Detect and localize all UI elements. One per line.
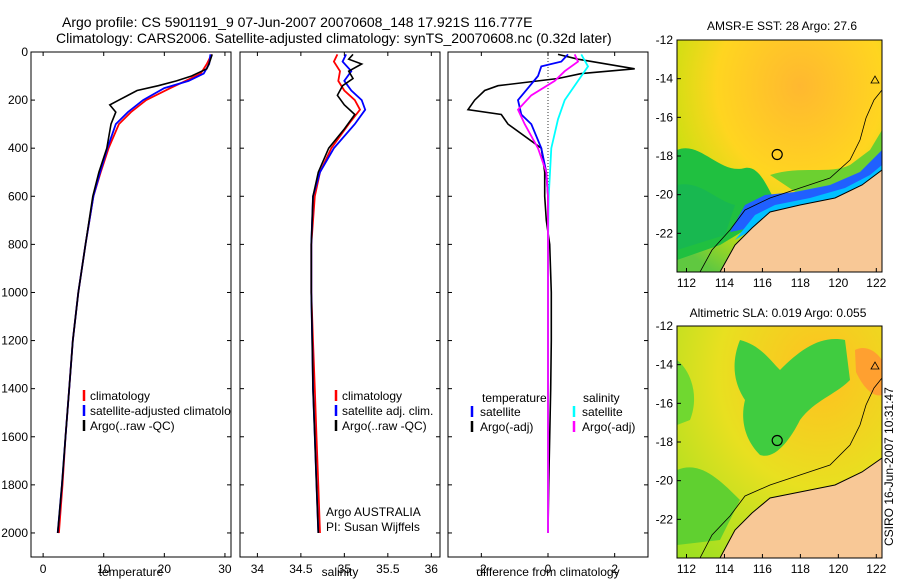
map-x-tick-label: 122	[866, 276, 886, 290]
credit-stamp: CSIRO 16-Jun-2007 10:31:47	[882, 387, 896, 546]
series-line-black	[310, 53, 364, 534]
map-y-tick-label: -16	[656, 396, 674, 410]
map-x-tick-label: 114	[715, 276, 734, 290]
series-line-black	[466, 53, 635, 534]
legend-label: climatology	[342, 389, 402, 403]
map-x-tick-label: 120	[828, 276, 848, 290]
legend-label: satellite	[582, 405, 623, 419]
title-line2: Climatology: CARS2006. Satellite-adjuste…	[56, 30, 612, 46]
sst-map-field	[677, 40, 882, 272]
map-y-tick-label: -22	[656, 512, 674, 526]
map-x-tick-label: 112	[677, 562, 696, 576]
sla-map-field	[677, 326, 882, 558]
sla-map-title: Altimetric SLA: 0.019 Argo: 0.055	[690, 306, 867, 320]
legend-label: Argo(..raw -QC)	[342, 419, 427, 433]
series-line-black	[56, 54, 213, 534]
y-tick-label: 0	[21, 45, 28, 59]
sst-map-title: AMSR-E SST: 28 Argo: 27.6	[707, 19, 857, 33]
sst-land	[720, 170, 882, 272]
map-y-tick-label: -14	[656, 358, 674, 372]
y-tick-label: 600	[8, 189, 28, 203]
map-y-tick-label: -14	[656, 72, 674, 86]
map-y-tick-label: -20	[656, 474, 674, 488]
map-x-tick-label: 118	[791, 276, 810, 290]
series-line-red	[310, 54, 362, 534]
legend-title-salinity: salinity	[583, 391, 620, 405]
y-tick-label: 800	[8, 237, 28, 251]
x-tick-label: 2	[611, 562, 618, 576]
x-tick-label: 35	[338, 562, 352, 576]
map-y-tick-label: -12	[656, 319, 674, 333]
sla-island-icon	[870, 361, 880, 370]
sla-map-ticks: 112 114 116 118 120 122 -12 -14 -16 -18 -20 -22	[656, 319, 887, 576]
sst-map-ticks: 112 114 116 118 120 122 -12 -14 -16 -18 -20 -22	[656, 33, 887, 290]
y-tick-label: 400	[8, 141, 28, 155]
x-tick-label: 36	[425, 562, 439, 576]
map-x-tick-label: 120	[828, 562, 848, 576]
sst-island-icon	[870, 75, 880, 84]
x-tick-label: 30	[218, 562, 232, 576]
map-y-tick-label: -18	[656, 149, 674, 163]
title-line1: Argo profile: CS 5901191_9 07-Jun-2007 2…	[62, 14, 532, 30]
y-tick-label: 1800	[1, 478, 28, 492]
legend-label: Argo(..raw -QC)	[90, 419, 175, 433]
sla-map: Altimetric SLA: 0.019 Argo: 0.055 112 114…	[656, 306, 887, 576]
sla-argo-marker	[771, 434, 783, 447]
map-y-tick-label: -18	[656, 435, 674, 449]
legend-label: satellite adj. clim.	[342, 404, 433, 418]
map-y-tick-label: -12	[656, 33, 674, 47]
map-y-tick-label: -22	[656, 226, 674, 240]
legend-label: Argo(-adj)	[480, 420, 533, 434]
y-tick-label: 1000	[1, 285, 28, 299]
annotation-text: PI: Susan Wijffels	[326, 520, 420, 534]
x-tick-label: -2	[476, 562, 487, 576]
legend-label: satellite	[480, 405, 521, 419]
map-x-tick-label: 118	[791, 562, 810, 576]
y-tick-label: 200	[8, 93, 28, 107]
legend-label: satellite-adjusted climatolo	[90, 404, 231, 418]
temperature-panel: 0 10 20 30 temperature 0 200 400 600 800 1000 1200 1…	[1, 45, 232, 579]
map-y-tick-label: -20	[656, 188, 674, 202]
y-tick-label: 1200	[1, 334, 28, 348]
map-x-tick-label: 116	[753, 276, 772, 290]
x-tick-label: 35.5	[376, 562, 400, 576]
sst-map: AMSR-E SST: 28 Argo: 27.6 112 114 116 118 12…	[656, 19, 887, 290]
legend-title-temperature: temperature	[482, 391, 547, 405]
y-tick-label: 2000	[1, 526, 28, 540]
x-tick-label: 34	[251, 562, 265, 576]
y-tick-label: 1400	[1, 382, 28, 396]
panel-frame	[239, 51, 441, 558]
panel-frame	[30, 51, 232, 558]
annotation-text: Argo AUSTRALIA	[326, 505, 421, 519]
x-tick-label: 10	[97, 562, 111, 576]
series-line-magenta	[516, 54, 580, 533]
x-tick-label: 34.5	[289, 562, 313, 576]
sla-land	[720, 458, 882, 558]
salinity-panel: 34 34.5 35 35.5 36 salinity climatologysatelli…	[239, 51, 441, 579]
legend-label: climatology	[90, 389, 150, 403]
legend-label: Argo(-adj)	[582, 420, 635, 434]
map-x-tick-label: 122	[866, 562, 886, 576]
map-y-tick-label: -16	[656, 110, 674, 124]
x-tick-label: 0	[40, 562, 47, 576]
x-axis-label: difference from climatology	[476, 565, 619, 579]
x-tick-label: 0	[545, 562, 552, 576]
x-axis-label: temperature	[99, 565, 164, 579]
map-x-tick-label: 116	[753, 562, 772, 576]
map-x-tick-label: 112	[677, 276, 696, 290]
y-tick-label: 1600	[1, 430, 28, 444]
map-x-tick-label: 114	[715, 562, 734, 576]
sst-argo-marker	[771, 148, 783, 161]
x-axis-label: salinity	[322, 565, 359, 579]
x-tick-label: 20	[158, 562, 172, 576]
